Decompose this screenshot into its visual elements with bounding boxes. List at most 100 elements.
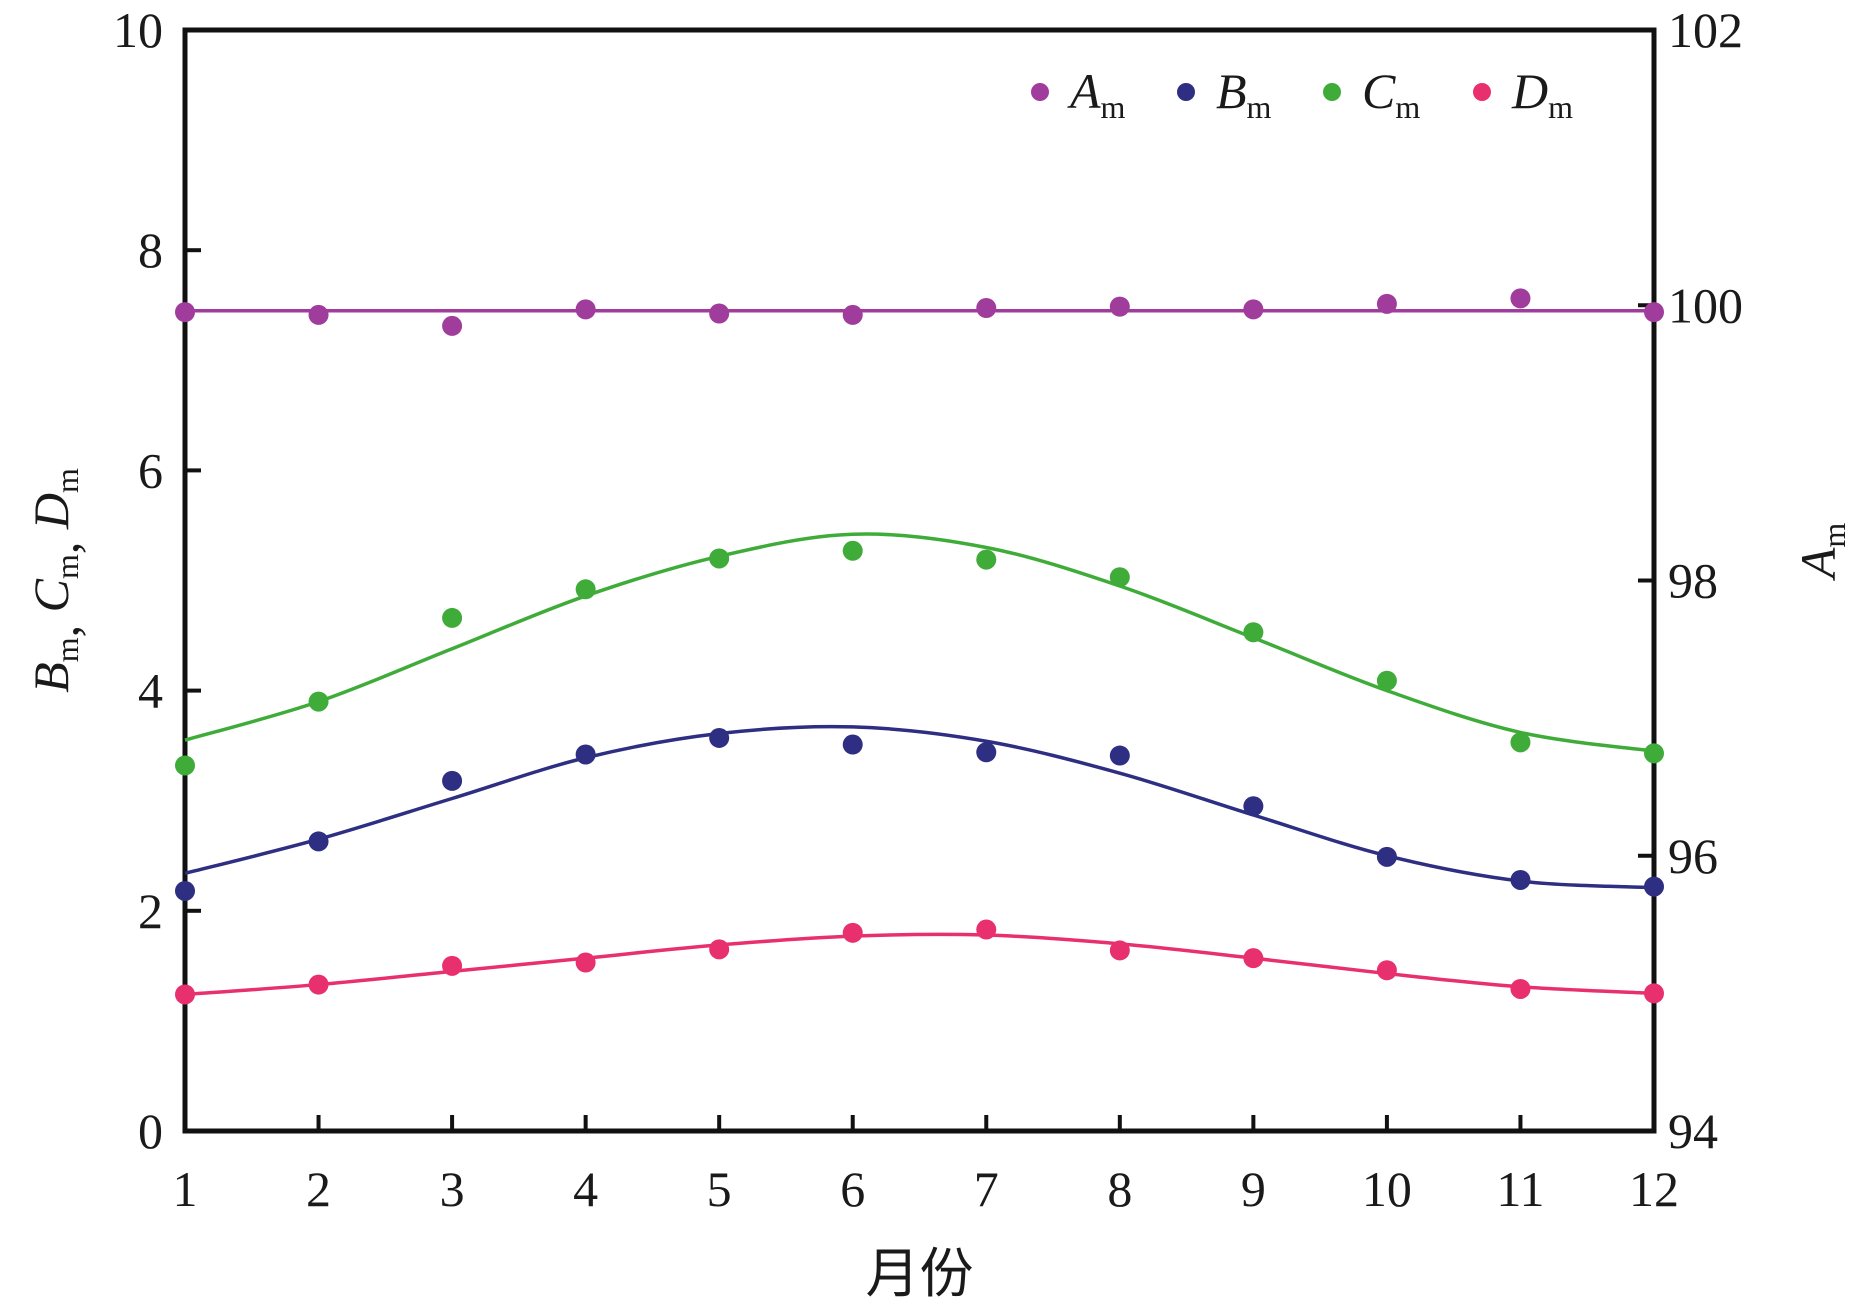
y-left-tick-label: 2 (138, 883, 163, 939)
data-point-D_m (842, 922, 863, 943)
data-point-B_m (976, 742, 997, 763)
fit-line-B_m (184, 724, 1655, 890)
data-point-C_m (709, 548, 730, 569)
data-point-B_m (1644, 876, 1664, 897)
legend-marker (1323, 83, 1341, 101)
data-point-A_m (442, 315, 463, 336)
data-point-C_m (1376, 670, 1397, 691)
series-layer (175, 288, 1664, 1005)
data-point-A_m (175, 302, 195, 323)
y-right-tick-label: 98 (1668, 553, 1718, 609)
y-left-tick-label: 8 (138, 222, 163, 278)
data-point-C_m (1109, 567, 1130, 588)
y-left-tick-label: 10 (113, 2, 163, 58)
x-axis: 1 2 3 4 5 6 7 8 9 10 11 12 (173, 1115, 1679, 1217)
data-point-B_m (175, 880, 195, 901)
x-tick-label: 8 (1107, 1161, 1132, 1217)
x-axis-title: 月份 (866, 1244, 974, 1304)
data-point-D_m (575, 952, 596, 973)
data-point-A_m (709, 303, 730, 324)
x-tick-label: 5 (707, 1161, 732, 1217)
legend: Am Bm Cm Dm (1031, 63, 1573, 125)
data-point-D_m (976, 919, 997, 940)
x-tick-label: 3 (440, 1161, 465, 1217)
data-point-D_m (442, 955, 463, 976)
data-point-A_m (1109, 296, 1130, 317)
legend-marker (1177, 83, 1195, 101)
plot-frame (182, 27, 1657, 1134)
fit-line-C_m (184, 532, 1655, 753)
series-C_m (175, 532, 1664, 776)
y-axis-right: 94 96 98 100 102 (1638, 2, 1743, 1159)
plot-border (182, 27, 1657, 1134)
y-left-tick-label: 4 (138, 663, 163, 719)
legend-label: Bm (1216, 63, 1272, 125)
data-point-D_m (1376, 960, 1397, 981)
x-tick-label: 9 (1241, 1161, 1266, 1217)
data-point-A_m (842, 304, 863, 325)
y-left-tick-label: 0 (138, 1103, 163, 1159)
y-axis-left: 0 2 4 6 8 10 (113, 2, 201, 1159)
y-right-tick-label: 96 (1668, 828, 1718, 884)
y-left-axis-title: Bm, Cm, Dm (23, 468, 89, 693)
data-point-B_m (308, 831, 329, 852)
data-point-B_m (709, 727, 730, 748)
data-point-D_m (175, 984, 195, 1005)
legend-label: Dm (1511, 63, 1573, 125)
x-tick-label: 2 (306, 1161, 331, 1217)
x-tick-label: 6 (840, 1161, 865, 1217)
data-point-B_m (442, 770, 463, 791)
series-A_m (175, 288, 1664, 336)
legend-label: Am (1067, 63, 1126, 125)
data-point-B_m (842, 734, 863, 755)
y-left-tick-label: 6 (138, 442, 163, 498)
data-point-C_m (442, 607, 463, 628)
data-point-A_m (1243, 299, 1264, 320)
y-right-tick-label: 102 (1668, 2, 1743, 58)
data-point-A_m (976, 298, 997, 319)
legend-label: Cm (1362, 63, 1420, 125)
data-point-D_m (1243, 948, 1264, 969)
data-point-D_m (709, 939, 730, 960)
data-point-A_m (1376, 293, 1397, 314)
data-point-B_m (1376, 846, 1397, 867)
data-point-C_m (1510, 732, 1531, 753)
axis-titles: 月份 Bm, Cm, Dm Am (23, 468, 1849, 1304)
x-tick-label: 10 (1362, 1161, 1412, 1217)
data-point-A_m (1644, 302, 1664, 323)
legend-item-D_m: Dm (1473, 63, 1573, 125)
x-tick-label: 7 (974, 1161, 999, 1217)
data-point-C_m (1243, 622, 1264, 643)
x-tick-label: 11 (1496, 1161, 1544, 1217)
legend-marker (1031, 83, 1049, 101)
y-right-axis-title: Am (1790, 523, 1849, 582)
data-point-D_m (308, 974, 329, 995)
x-tick-label: 4 (573, 1161, 598, 1217)
legend-item-B_m: Bm (1177, 63, 1272, 125)
data-point-C_m (308, 691, 329, 712)
data-point-A_m (1510, 288, 1531, 309)
data-point-C_m (575, 579, 596, 600)
data-point-C_m (175, 755, 195, 776)
legend-item-C_m: Cm (1323, 63, 1420, 125)
fit-line-D_m (184, 932, 1655, 997)
legend-marker (1473, 83, 1491, 101)
data-point-B_m (1510, 869, 1531, 890)
data-point-B_m (575, 744, 596, 765)
data-point-A_m (575, 299, 596, 320)
data-point-B_m (1109, 745, 1130, 766)
data-point-D_m (1510, 978, 1531, 999)
x-tick-label: 12 (1629, 1161, 1679, 1217)
legend-item-A_m: Am (1031, 63, 1126, 125)
data-point-C_m (842, 540, 863, 561)
data-point-D_m (1109, 940, 1130, 961)
y-right-tick-label: 100 (1668, 277, 1743, 333)
x-tick-label: 1 (173, 1161, 198, 1217)
data-point-C_m (1644, 743, 1664, 764)
y-right-tick-label: 94 (1668, 1103, 1718, 1159)
series-B_m (175, 724, 1664, 901)
data-point-D_m (1644, 983, 1664, 1004)
data-point-A_m (308, 304, 329, 325)
series-D_m (175, 919, 1664, 1005)
